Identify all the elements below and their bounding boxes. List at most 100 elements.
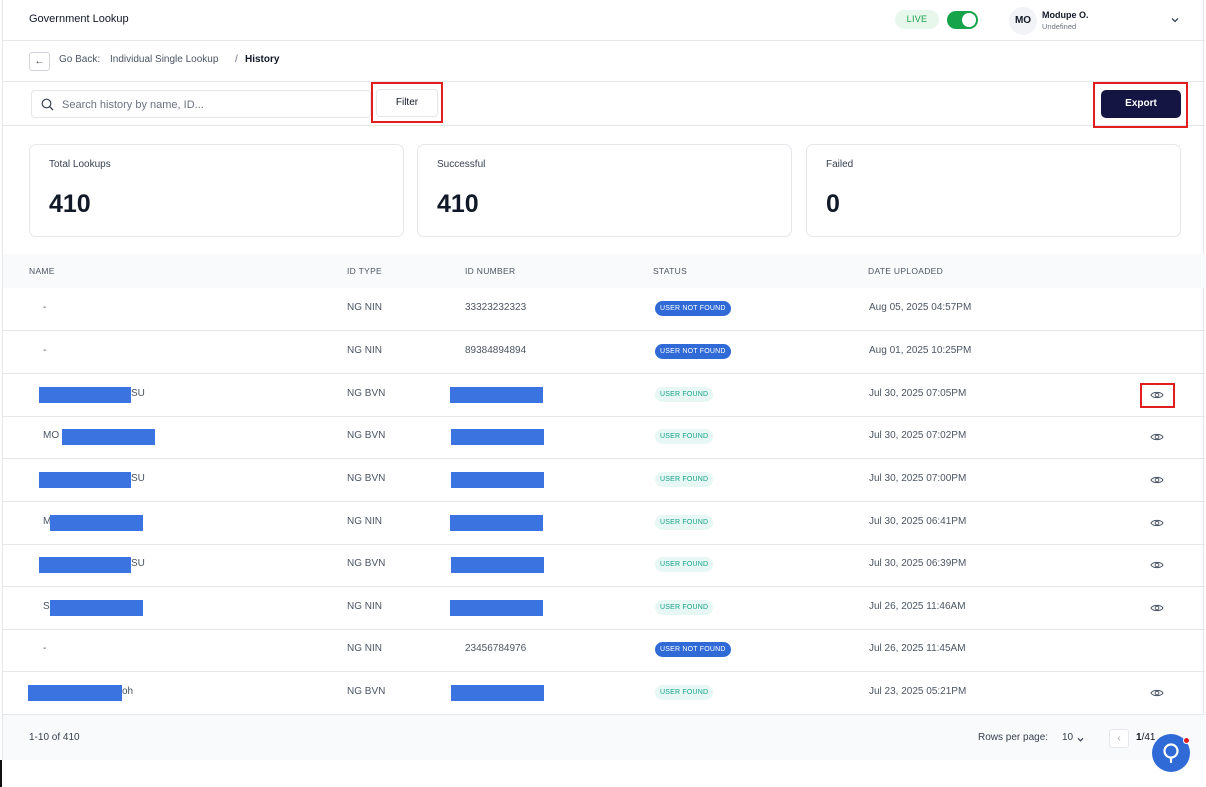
eye-icon[interactable]	[1150, 687, 1164, 699]
table-header: NAME ID TYPE ID NUMBER STATUS DATE UPLOA…	[3, 254, 1205, 288]
user-name: Modupe O.	[1042, 10, 1089, 20]
status-badge: USER FOUND	[655, 515, 714, 530]
table-row[interactable]: M NG NIN USER FOUND Jul 30, 2025 06:41PM	[3, 502, 1205, 545]
table-row[interactable]: oh NG BVN USER FOUND Jul 23, 2025 05:21P…	[3, 672, 1205, 715]
cell-name: SU	[131, 473, 145, 484]
chevron-down-icon[interactable]	[1076, 735, 1085, 744]
avatar[interactable]: MO	[1009, 7, 1037, 35]
cell-date: Jul 30, 2025 06:39PM	[869, 558, 967, 569]
status-badge: USER FOUND	[655, 387, 714, 402]
toggle-knob	[962, 13, 976, 27]
eye-icon[interactable]	[1150, 474, 1164, 486]
column-header-status: STATUS	[653, 266, 688, 276]
notification-dot	[1183, 737, 1190, 744]
table-row[interactable]: SU NG BVN USER FOUND Jul 30, 2025 07:05P…	[3, 374, 1205, 417]
rows-per-page-label: Rows per page:	[978, 732, 1049, 743]
breadcrumb-parent[interactable]: Individual Single Lookup	[110, 54, 219, 65]
previous-page-button[interactable]: ‹	[1109, 729, 1129, 748]
table-row[interactable]: SU NG BVN USER FOUND Jul 30, 2025 06:39P…	[3, 544, 1205, 587]
stat-card-successful: Successful 410	[417, 144, 792, 237]
stat-value: 410	[49, 190, 91, 218]
redacted-id-number	[450, 387, 543, 403]
table-row[interactable]: S NG NIN USER FOUND Jul 26, 2025 11:46AM	[3, 587, 1205, 630]
chevron-down-icon[interactable]	[1169, 14, 1181, 26]
stat-card-total: Total Lookups 410	[29, 144, 404, 237]
page-total: /41	[1141, 732, 1156, 743]
cell-name: oh	[122, 686, 134, 697]
cell-date: Jul 30, 2025 07:02PM	[869, 430, 967, 441]
cell-name: -	[43, 345, 47, 356]
table-footer: 1-10 of 410 Rows per page: 10 ‹ 1/41	[3, 714, 1205, 760]
export-highlight	[1093, 82, 1188, 128]
stat-label: Total Lookups	[49, 159, 111, 170]
status-badge: USER NOT FOUND	[655, 642, 731, 657]
cell-id-number: 33323232323	[465, 302, 527, 313]
cell-date: Jul 26, 2025 11:45AM	[869, 643, 966, 654]
table-row[interactable]: - NG NIN 89384894894 USER NOT FOUND Aug …	[3, 331, 1205, 374]
redacted-name	[50, 600, 143, 616]
eye-icon[interactable]	[1150, 431, 1164, 443]
redacted-id-number	[451, 472, 544, 488]
search-icon	[41, 98, 54, 111]
eye-icon[interactable]	[1150, 602, 1164, 614]
search-input[interactable]	[62, 96, 362, 113]
table-row[interactable]: MO NG BVN USER FOUND Jul 30, 2025 07:02P…	[3, 416, 1205, 459]
status-badge: USER FOUND	[655, 600, 714, 615]
cell-id-type: NG NIN	[347, 516, 382, 527]
column-header-id-number: ID NUMBER	[465, 266, 516, 276]
status-badge: USER FOUND	[655, 557, 714, 572]
cell-name: M	[43, 516, 52, 527]
table-row[interactable]: SU NG BVN USER FOUND Jul 30, 2025 07:00P…	[3, 459, 1205, 502]
column-header-id-type: ID TYPE	[347, 266, 383, 276]
cell-id-type: NG BVN	[347, 388, 386, 399]
back-button[interactable]: ←	[29, 52, 50, 71]
column-header-name: NAME	[29, 266, 55, 276]
toolbar: Filter Export	[3, 82, 1205, 128]
cell-id-type: NG NIN	[347, 643, 382, 654]
status-badge: USER FOUND	[655, 429, 714, 444]
redacted-id-number	[451, 557, 544, 573]
search-box[interactable]	[31, 90, 371, 118]
rows-per-page-select[interactable]: 10	[1062, 732, 1074, 743]
breadcrumb: ← Go Back: Individual Single Lookup / Hi…	[3, 41, 1205, 82]
cell-id-number: 23456784976	[465, 643, 527, 654]
pagination-range: 1-10 of 410	[29, 732, 80, 743]
filter-button[interactable]: Filter	[376, 89, 438, 117]
eye-icon[interactable]	[1150, 517, 1164, 529]
cell-id-type: NG NIN	[347, 302, 382, 313]
window-bottom-edge	[0, 760, 1206, 787]
app-window: Government Lookup LIVE MO Modupe O. Unde…	[2, 0, 1205, 760]
export-button[interactable]: Export	[1101, 90, 1181, 118]
stat-label: Successful	[437, 159, 486, 170]
redacted-name	[39, 387, 131, 403]
cell-name: MO	[43, 430, 60, 441]
status-badge: USER NOT FOUND	[655, 301, 731, 316]
column-header-date: DATE UPLOADED	[868, 266, 944, 276]
breadcrumb-current: History	[245, 54, 280, 65]
eye-icon[interactable]	[1150, 389, 1164, 401]
cell-date: Jul 30, 2025 07:05PM	[869, 388, 967, 399]
stat-value: 0	[826, 190, 840, 218]
cell-name: -	[43, 302, 47, 313]
cell-name: -	[43, 643, 47, 654]
cell-date: Jul 30, 2025 07:00PM	[869, 473, 967, 484]
table-row[interactable]: - NG NIN 23456784976 USER NOT FOUND Jul …	[3, 629, 1205, 672]
user-role: Undefined	[1042, 22, 1077, 31]
page-indicator: 1/41	[1136, 732, 1155, 743]
cell-name: S	[43, 601, 50, 612]
cell-date: Aug 05, 2025 04:57PM	[869, 302, 972, 313]
redacted-name	[28, 685, 122, 701]
stat-card-failed: Failed 0	[806, 144, 1181, 237]
live-mode-toggle[interactable]	[947, 11, 978, 29]
cell-name: SU	[131, 558, 145, 569]
table-row[interactable]: - NG NIN 33323232323 USER NOT FOUND Aug …	[3, 288, 1205, 331]
cell-name: SU	[131, 388, 145, 399]
page-current: 1	[1136, 732, 1142, 743]
stat-label: Failed	[826, 159, 854, 170]
redacted-id-number	[451, 429, 544, 445]
top-bar: Government Lookup LIVE MO Modupe O. Unde…	[3, 0, 1205, 41]
eye-icon[interactable]	[1150, 559, 1164, 571]
cell-id-type: NG NIN	[347, 345, 382, 356]
go-back-label[interactable]: Go Back:	[59, 54, 101, 65]
back-arrow-icon: ←	[34, 56, 45, 67]
